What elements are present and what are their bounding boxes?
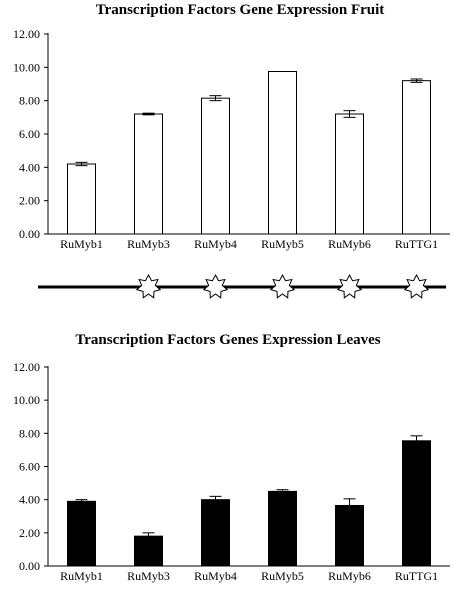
significance-star-rumyb5 [269, 273, 296, 299]
leaves-ytick-label: 0.00 [19, 559, 40, 573]
leaves-error-bar-rumyb3 [142, 532, 155, 540]
fruit-category-label: RuMyb1 [60, 237, 103, 251]
significance-star-rumyb6 [336, 273, 363, 299]
fruit-bar-rumyb6 [335, 113, 364, 235]
fruit-ytick-label: 6.00 [19, 127, 40, 141]
leaves-error-bar-rumyb6 [343, 498, 356, 513]
fruit-error-bar-rumyb6 [343, 110, 356, 118]
fruit-ytick-label: 8.00 [19, 94, 40, 108]
leaves-bar-ruttg1 [402, 440, 431, 567]
fruit-bar-rumyb3 [134, 113, 163, 235]
fruit-bar-rumyb1 [67, 163, 96, 235]
leaves-error-bar-rumyb1 [75, 499, 88, 504]
leaves-error-bar-rumyb5 [276, 489, 289, 494]
fruit-category-label: RuMyb3 [127, 237, 170, 251]
leaves-ytick-label: 2.00 [19, 526, 40, 540]
fruit-ytick-label: 12.00 [13, 27, 40, 41]
fruit-chart-title: Transcription Factors Gene Expression Fr… [96, 2, 385, 18]
fruit-category-label: RuMyb4 [194, 237, 237, 251]
fruit-expression-chart: Transcription Factors Gene Expression Fr… [13, 2, 450, 251]
leaves-category-label: RuMyb3 [127, 569, 170, 583]
leaves-bar-rumyb6 [335, 504, 364, 567]
leaves-ytick-label: 12.00 [13, 360, 40, 374]
fruit-bar-rumyb4 [201, 97, 230, 235]
leaves-ytick-label: 6.00 [19, 460, 40, 474]
fruit-bar-ruttg1 [402, 80, 431, 235]
fruit-ytick-label: 4.00 [19, 160, 40, 174]
significance-star-rumyb4 [202, 273, 229, 299]
fruit-category-label: RuMyb5 [261, 237, 304, 251]
leaves-expression-chart: Transcription Factors Genes Expression L… [13, 332, 450, 583]
fruit-ytick-label: 2.00 [19, 194, 40, 208]
fruit-error-bar-rumyb1 [75, 161, 88, 167]
significance-star-ruttg1 [403, 273, 430, 299]
leaves-error-bar-ruttg1 [410, 435, 423, 447]
leaves-ytick-label: 10.00 [13, 393, 40, 407]
fruit-ytick-label: 10.00 [13, 60, 40, 74]
fruit-category-label: RuMyb6 [328, 237, 371, 251]
fruit-error-bar-rumyb3 [142, 112, 155, 116]
leaves-bar-rumyb3 [134, 535, 163, 567]
leaves-category-label: RuMyb6 [328, 569, 371, 583]
leaves-bar-rumyb5 [268, 490, 297, 567]
leaves-ytick-label: 8.00 [19, 426, 40, 440]
leaves-bar-rumyb1 [67, 500, 96, 567]
fruit-error-bar-rumyb4 [209, 95, 222, 102]
fruit-bar-rumyb5 [268, 71, 297, 235]
leaves-chart-title: Transcription Factors Genes Expression L… [75, 332, 380, 348]
leaves-ytick-label: 4.00 [19, 493, 40, 507]
leaves-bar-rumyb4 [201, 499, 230, 567]
leaves-category-label: RuTTG1 [395, 569, 438, 583]
significance-row [38, 273, 446, 299]
fruit-category-label: RuTTG1 [395, 237, 438, 251]
leaves-category-label: RuMyb1 [60, 569, 103, 583]
leaves-category-label: RuMyb4 [194, 569, 237, 583]
significance-star-rumyb3 [135, 273, 162, 299]
leaves-category-label: RuMyb5 [261, 569, 304, 583]
fruit-error-bar-ruttg1 [410, 78, 423, 83]
leaves-error-bar-rumyb4 [209, 495, 222, 504]
fruit-ytick-label: 0.00 [19, 227, 40, 241]
